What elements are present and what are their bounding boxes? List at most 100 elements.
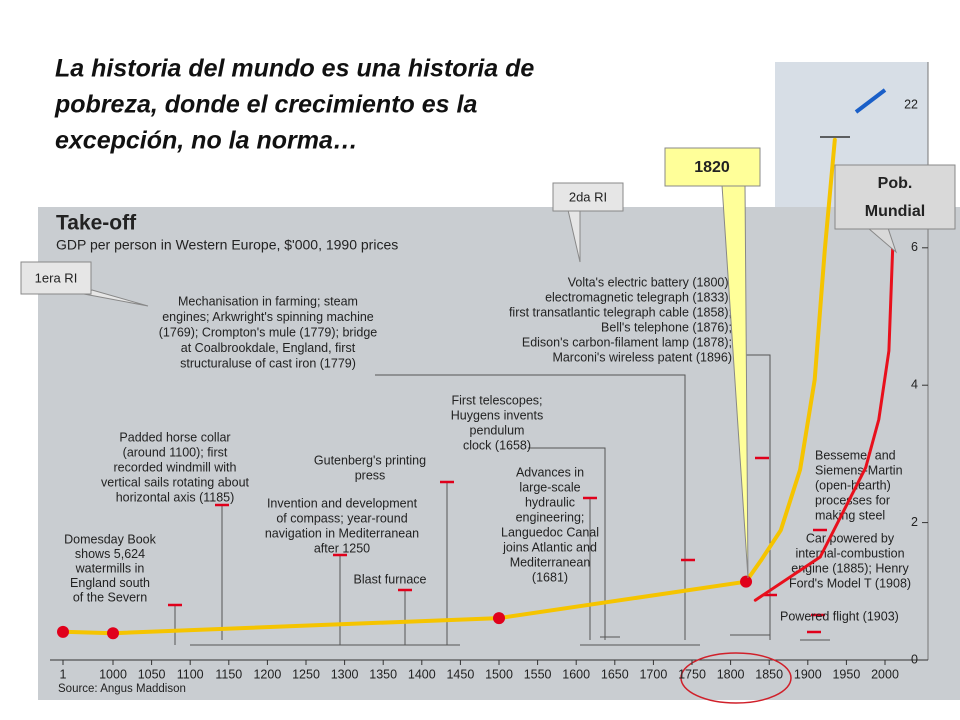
x-tick-label: 1950 bbox=[832, 667, 860, 681]
annotation: electromagnetic telegraph (1833); bbox=[545, 290, 732, 304]
callout-text: Pob. bbox=[878, 175, 913, 192]
x-tick-label: 1500 bbox=[485, 667, 513, 681]
slide-title: pobreza, donde el crecimiento es la bbox=[54, 91, 477, 119]
source: Source: Angus Maddison bbox=[58, 683, 186, 695]
annotation: navigation in Mediterranean bbox=[265, 526, 419, 540]
series-line bbox=[753, 246, 895, 602]
annotation: structuraluse of cast iron (1779) bbox=[180, 356, 356, 370]
annotation: Domesday Book bbox=[64, 532, 156, 546]
annotation: First telescopes; bbox=[451, 393, 542, 407]
annotation: (open-hearth) bbox=[815, 478, 891, 492]
annotation: Mediterranean bbox=[510, 555, 591, 569]
break-mark bbox=[854, 88, 887, 114]
chart-subtitle: GDP per person in Western Europe, $'000,… bbox=[56, 237, 398, 253]
plot: 0 2 4 6 22 1 1000 1050 1100 1150 1200 1250 1300 1350 1… bbox=[57, 97, 928, 681]
annotation: pendulum bbox=[470, 423, 525, 437]
highlight-ellipse bbox=[680, 652, 792, 704]
annotation: engineering; bbox=[516, 510, 585, 524]
annotation: joins Atlantic and bbox=[502, 540, 597, 554]
chart-title: Take-off bbox=[56, 212, 137, 235]
callout-text: 1820 bbox=[694, 159, 730, 176]
annotation: (1769); Crompton's mule (1779); bridge bbox=[159, 325, 378, 339]
annotation: at Coalbrookdale, England, first bbox=[181, 341, 356, 355]
annotation: vertical sails rotating about bbox=[101, 475, 250, 489]
slide-title: La historia del mundo es una historia de bbox=[55, 55, 534, 83]
x-tick-label: 1700 bbox=[639, 667, 667, 681]
x-tick-label: 1400 bbox=[408, 667, 436, 681]
callout-text: 1era RI bbox=[35, 270, 78, 285]
annotation: large-scale bbox=[519, 480, 580, 494]
x-tick-label: 1450 bbox=[446, 667, 474, 681]
annotation: Advances in bbox=[516, 465, 584, 479]
callout-text: 2da RI bbox=[569, 189, 607, 204]
callout bbox=[664, 147, 761, 187]
annotation: engine (1885); Henry bbox=[791, 561, 909, 575]
x-tick-label: 1350 bbox=[369, 667, 397, 681]
annotation: processes for bbox=[815, 493, 890, 507]
annotation: Volta's electric battery (1800); bbox=[568, 275, 732, 289]
annotation: clock (1658) bbox=[463, 438, 531, 452]
annotation: of compass; year-round bbox=[276, 511, 407, 525]
annotation: press bbox=[355, 468, 386, 482]
x-tick-label: 1150 bbox=[215, 667, 242, 681]
annotation: Languedoc Canal bbox=[501, 525, 599, 539]
y-tick-label: 4 bbox=[911, 377, 918, 391]
annotation: watermills in bbox=[75, 561, 145, 575]
x-tick-label: 1 bbox=[60, 667, 67, 681]
annotation: recorded windmill with bbox=[114, 460, 237, 474]
annotation: (1681) bbox=[532, 570, 568, 584]
x-tick-label: 1650 bbox=[601, 667, 629, 681]
annotation: Gutenberg's printing bbox=[314, 453, 426, 467]
annotation: Edison's carbon-filament lamp (1878); bbox=[522, 335, 732, 349]
y-break-label: 22 bbox=[904, 97, 918, 111]
x-tick-label: 1750 bbox=[678, 667, 706, 681]
callout bbox=[20, 261, 92, 295]
annotation: internal-combustion bbox=[795, 546, 904, 560]
annotation: Siemens-Martin bbox=[815, 463, 903, 477]
callout-text: Mundial bbox=[865, 203, 925, 220]
x-tick-label: 1800 bbox=[717, 667, 745, 681]
annotation: Car powered by bbox=[806, 531, 895, 545]
annotation: Powered flight (1903) bbox=[780, 609, 899, 623]
x-tick-label: 1850 bbox=[755, 667, 783, 681]
annotation: of the Severn bbox=[73, 590, 147, 604]
x-tick-label: 1550 bbox=[524, 667, 552, 681]
callout bbox=[834, 164, 956, 230]
annotation: Ford's Model T (1908) bbox=[789, 576, 911, 590]
x-tick-label: 1250 bbox=[292, 667, 320, 681]
annotation: first transatlantic telegraph cable (185… bbox=[509, 305, 732, 319]
annotation: Marconi's wireless patent (1896) bbox=[552, 350, 732, 364]
annotation: after 1250 bbox=[314, 541, 370, 555]
x-tick-label: 2000 bbox=[871, 667, 899, 681]
data-point bbox=[740, 575, 753, 588]
x-tick-label: 1600 bbox=[562, 667, 590, 681]
y-tick-label: 6 bbox=[911, 240, 918, 254]
x-tick-label: 1000 bbox=[99, 667, 127, 681]
annotation: Padded horse collar bbox=[119, 430, 230, 444]
data-point bbox=[107, 627, 119, 640]
y-tick-label: 0 bbox=[911, 652, 918, 666]
annotation: shows 5,624 bbox=[75, 547, 145, 561]
data-point bbox=[57, 625, 69, 638]
annotation: Blast furnace bbox=[354, 572, 427, 586]
annotation: horizontal axis (1185) bbox=[116, 490, 235, 504]
annotation: Mechanisation in farming; steam bbox=[178, 294, 358, 308]
slide-title: excepción, no la norma… bbox=[55, 127, 358, 155]
annotation: Bessemer and bbox=[815, 448, 896, 462]
x-tick-label: 1900 bbox=[794, 667, 822, 681]
annotation: Invention and development bbox=[267, 496, 418, 510]
annotation: Bell's telephone (1876); bbox=[601, 320, 732, 334]
annotation: engines; Arkwright's spinning machine bbox=[162, 310, 374, 324]
x-tick-label: 1050 bbox=[138, 667, 166, 681]
annotation: making steel bbox=[815, 508, 885, 522]
data-point bbox=[493, 612, 505, 625]
annotation: (around 1100); first bbox=[123, 445, 228, 459]
callout bbox=[552, 182, 624, 212]
event-markers bbox=[168, 456, 827, 634]
y-tick-label: 2 bbox=[911, 515, 918, 529]
annotation: Huygens invents bbox=[451, 408, 543, 422]
x-tick-label: 1200 bbox=[253, 667, 281, 681]
x-tick-label: 1300 bbox=[331, 667, 359, 681]
x-tick-label: 1100 bbox=[177, 667, 204, 681]
